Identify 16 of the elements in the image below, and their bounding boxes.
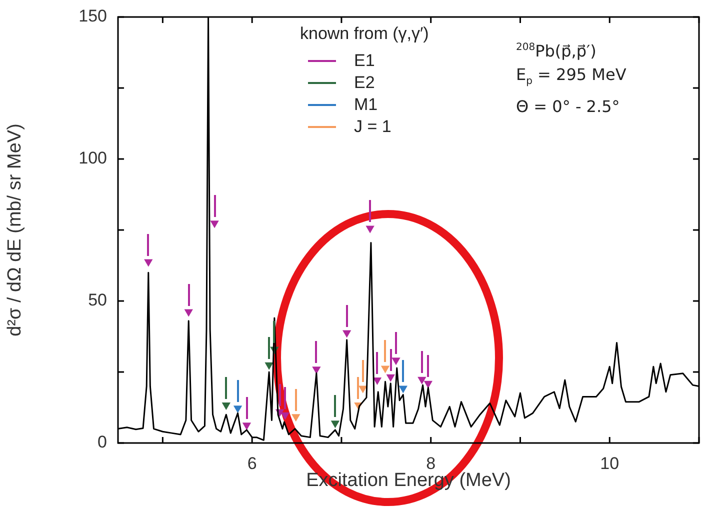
x-tick-label: 6 (247, 454, 257, 473)
y-axis-title: d²σ / dΩ dE (mb/ sr MeV) (4, 124, 26, 336)
legend-label: E2 (354, 73, 375, 93)
y-tick-label: 50 (88, 290, 107, 310)
legend-label: J = 1 (354, 117, 392, 137)
x-tick-label: 10 (600, 454, 620, 473)
legend-label: M1 (354, 95, 378, 115)
y-tick-label: 0 (98, 432, 107, 452)
annotation: Θ = 0° - 2.5° (516, 96, 621, 118)
annotation: $^{208}$Pb(p⃗,p⃗′) (516, 40, 598, 62)
y-tick-label: 150 (78, 6, 107, 26)
legend-title: known from (γ,γ′) (300, 24, 429, 44)
y-tick-label: 100 (78, 148, 107, 168)
legend-label: E1 (354, 51, 375, 71)
annotation: E$_{p}$ = 295 MeV (516, 64, 626, 90)
x-tick-label: 8 (426, 454, 436, 473)
